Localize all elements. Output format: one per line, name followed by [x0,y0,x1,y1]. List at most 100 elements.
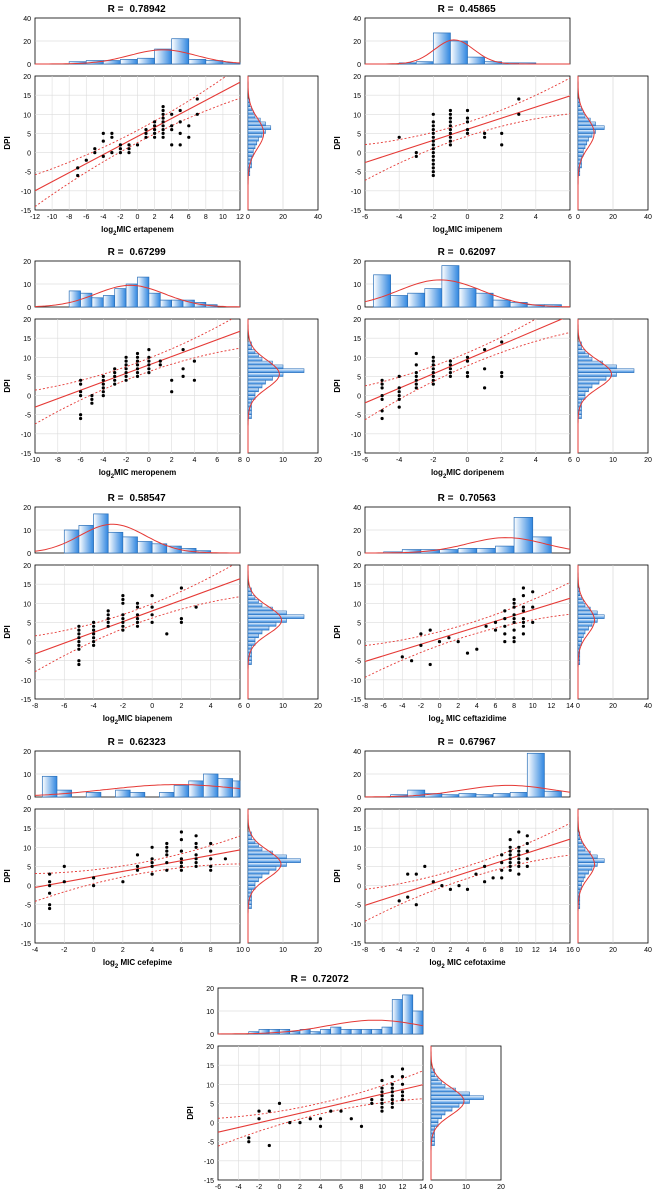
data-point [406,895,410,899]
data-point [209,849,213,853]
data-point [508,849,512,853]
data-point [110,135,114,139]
data-point [48,906,52,911]
data-point [124,367,128,371]
data-point [508,845,512,849]
right-histogram-bar [577,140,588,146]
top-histogram-bar [475,794,494,798]
right-histogram-bar [577,144,586,150]
data-point [370,1098,374,1102]
y-axis-label: DPI [333,379,342,392]
right-histogram-bar [247,629,263,635]
top-histogram-bar [391,999,403,1035]
x-axis-label-subscript: 2 [113,231,117,237]
data-point [135,143,140,147]
top-histogram-normal-curve [217,1019,424,1035]
x-axis-label-suffix: MIC ertapenem [116,225,173,234]
r-label: R = [438,737,454,748]
data-point [512,597,516,602]
data-point [165,849,169,853]
y-tick-label: -10 [204,1159,214,1166]
top-histogram-bar [68,290,81,308]
data-point [77,628,81,632]
y-tick-label: 0 [210,1121,214,1128]
top-histogram-bar [188,59,207,65]
data-point [465,128,470,132]
data-point [150,872,154,876]
confidence-band-upper [35,319,233,391]
x-tick-label: -2 [418,703,424,710]
confidence-band-upper [365,581,570,647]
right-histogram-bar [247,866,277,871]
right-histogram-bar [577,391,586,396]
data-point [448,135,452,139]
right-histogram-bar [247,622,277,627]
y-tick-label: 5 [210,1101,214,1108]
x-tick-label: 14 [549,947,557,954]
right-histogram-bar [577,854,598,860]
x-tick-label: 6 [483,947,487,954]
data-point [92,620,96,624]
data-point [113,378,117,382]
data-point [124,363,128,367]
x-tick-label: 10 [529,703,537,710]
data-point [147,355,151,359]
data-point [431,112,435,116]
y-tick-label: 20 [23,74,31,81]
data-point [475,647,479,651]
data-point [400,1094,405,1098]
data-point [508,857,512,861]
x-axis-label: log2 MIC cefepime [103,958,173,970]
data-point [179,849,183,853]
right-histogram-bar [577,125,605,130]
right-histogram-bar [577,591,581,596]
x-axis-label-suffix: MIC meropenem [114,468,176,477]
data-point [101,382,105,386]
top-histogram-bar [320,1029,332,1035]
y-tick-label: 0 [27,884,31,891]
x-tick-label: -10 [30,457,40,464]
x-tick-label: 2 [170,457,174,464]
data-point [298,1121,302,1125]
right-histogram-tick-label: 20 [644,457,652,464]
top-histogram-bar [495,545,515,554]
data-point [113,371,117,375]
data-point [483,131,487,135]
y-axis-label: DPI [3,869,12,882]
y-tick-label: 5 [27,620,31,627]
right-histogram-bar [577,614,605,619]
data-point [153,120,157,124]
data-point [113,374,117,378]
x-tick-label: 12 [547,703,555,710]
data-point [512,601,516,605]
right-histogram-bar [577,383,593,389]
data-point [48,884,52,888]
data-point [448,374,452,378]
right-histogram-bar [247,835,252,840]
data-point [517,853,521,857]
r-value: 0.62097 [460,247,497,258]
x-tick-label: 2 [298,1184,302,1191]
top-histogram-bar [402,994,414,1035]
x-axis-label-suffix: MIC cefotaxime [445,958,506,967]
r-value: 0.70563 [460,493,497,504]
data-point [101,386,105,390]
data-point [448,108,452,113]
right-histogram-bar [577,866,593,871]
confidence-band-lower [35,97,240,207]
data-point [179,830,183,834]
data-point [431,135,435,139]
right-histogram-bar [247,121,266,127]
scatter-plot-frame [34,564,241,700]
top-histogram-tick-label: 40 [23,16,31,23]
data-point [380,1098,384,1102]
right-histogram-bar [247,889,252,894]
right-histogram-bar [247,877,259,883]
right-histogram-bar [247,637,256,642]
data-point [209,841,213,846]
top-histogram-tick-label: 20 [353,259,361,266]
data-point [380,1094,384,1098]
data-point [194,857,198,861]
regression-line [365,838,570,906]
